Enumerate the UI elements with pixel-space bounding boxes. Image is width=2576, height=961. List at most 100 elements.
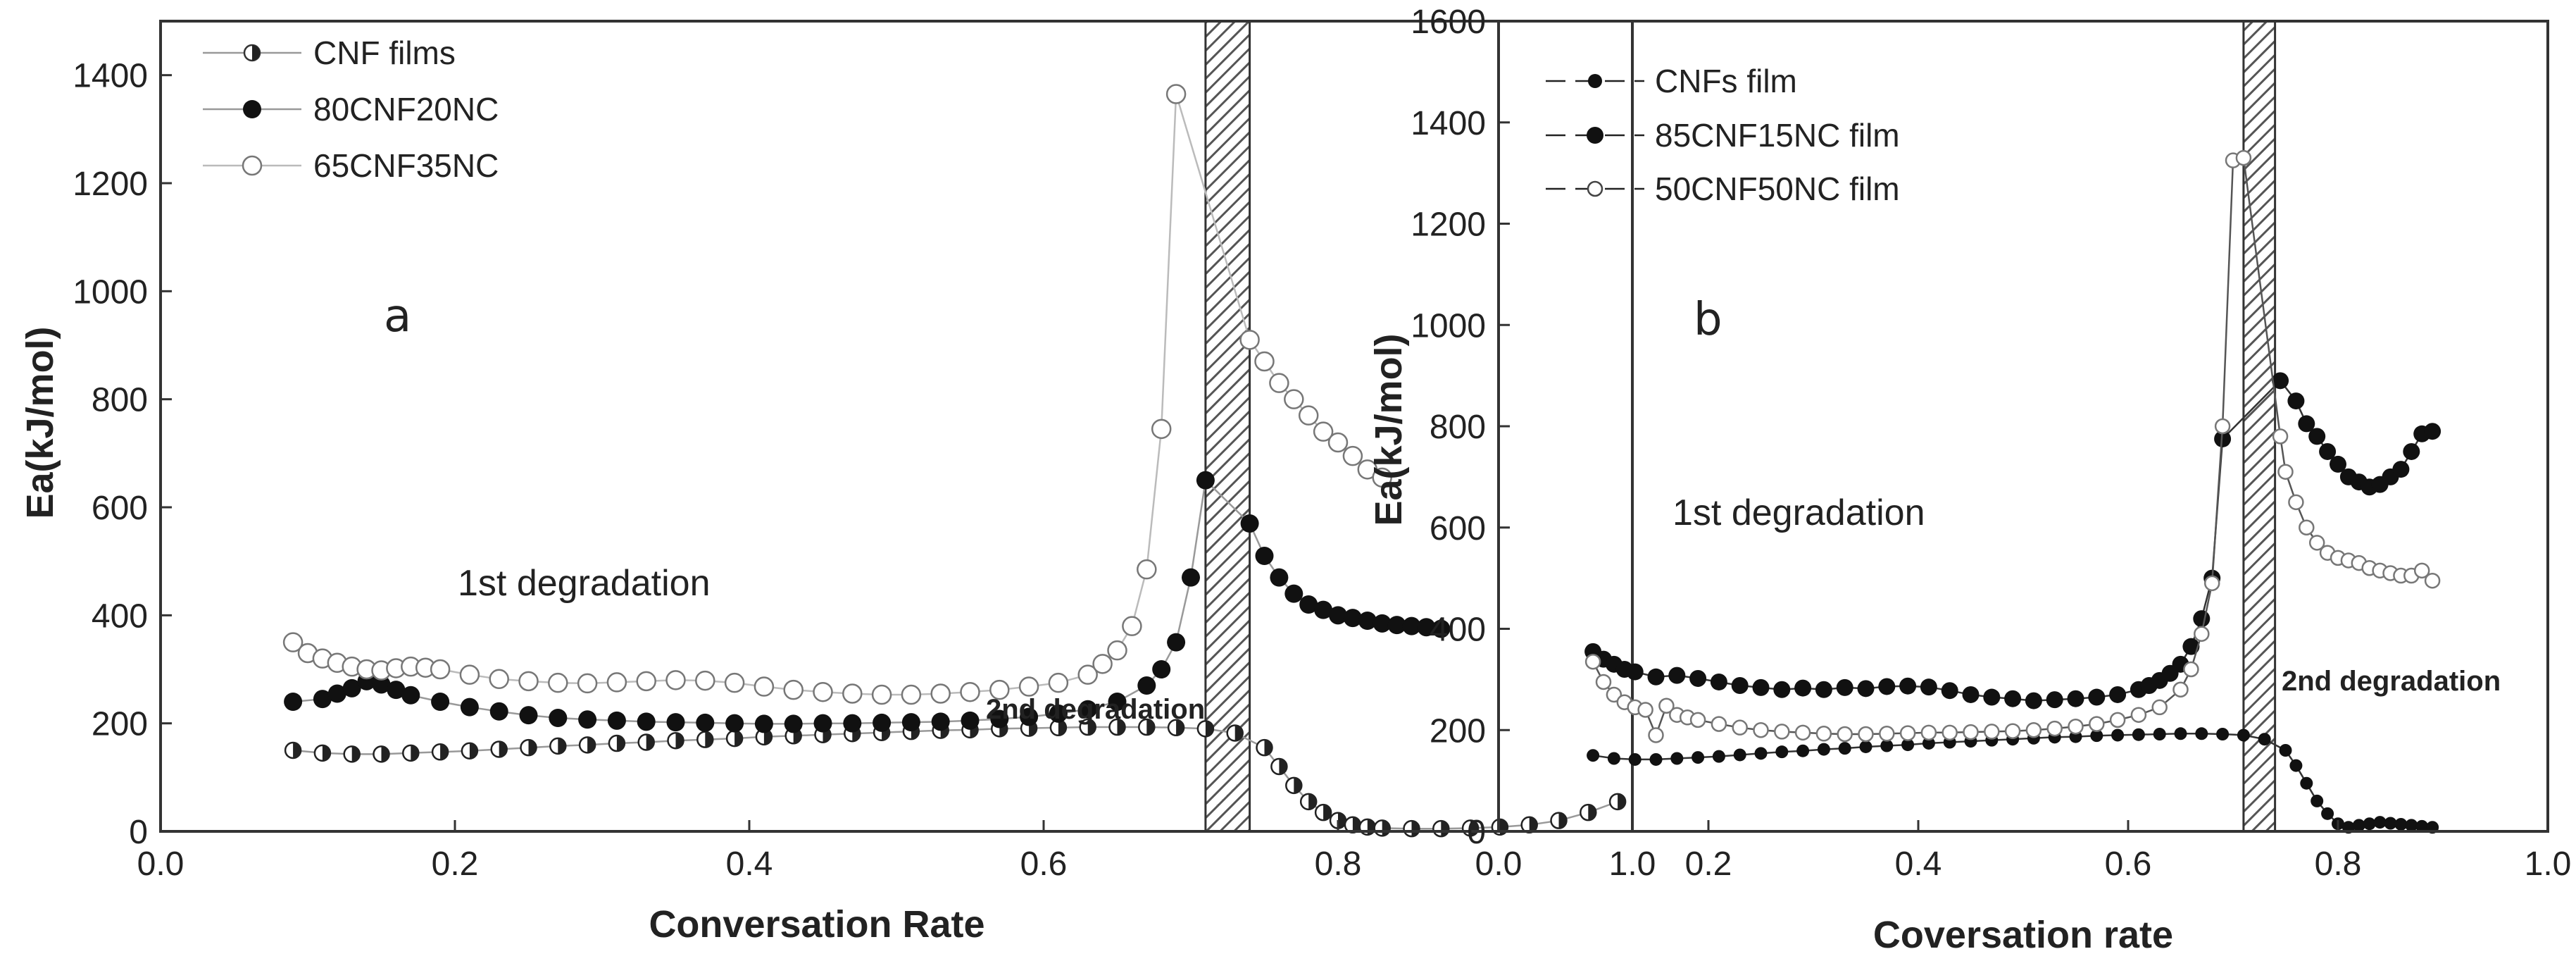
data-point (1299, 595, 1318, 614)
data-point (1284, 584, 1303, 603)
data-point (931, 712, 950, 731)
data-point (1314, 600, 1333, 619)
data-point-fill (528, 740, 537, 756)
legend-marker-fill (252, 45, 260, 61)
y-tick-labels: 0 200 400 600 800 1000 1200 1400 1600 (1411, 4, 1486, 851)
data-point-fill (763, 728, 772, 745)
y-tick-label: 600 (1430, 510, 1486, 547)
x-tick-label: 0.2 (432, 845, 479, 883)
data-point (666, 713, 685, 732)
data-point (1342, 445, 1363, 466)
series-group (1584, 149, 2441, 834)
data-point-fill (381, 746, 389, 762)
data-point-fill (1176, 719, 1184, 736)
data-point (2237, 728, 2250, 742)
data-point (725, 714, 744, 733)
data-point-fill (1294, 777, 1302, 793)
data-point (2194, 626, 2210, 642)
data-point (2172, 681, 2189, 698)
data-point (1732, 719, 1748, 736)
data-point (1358, 612, 1377, 630)
data-point (2183, 661, 2199, 678)
data-point (1167, 633, 1186, 652)
data-point (1373, 614, 1392, 633)
data-point (2153, 728, 2166, 740)
legend-label: 65CNF35NC (313, 147, 499, 184)
data-point (2392, 461, 2410, 478)
data-point (2384, 817, 2397, 830)
data-point (1240, 514, 1259, 533)
data-point (1941, 682, 1958, 700)
data-point (901, 684, 922, 705)
data-point (842, 683, 863, 704)
data-point (578, 710, 597, 729)
annotation-second-degradation: 2nd degradation (986, 694, 1205, 725)
data-point (2277, 464, 2294, 480)
data-point (282, 632, 304, 652)
data-point (1151, 418, 1172, 440)
y-tick-label: 0 (1467, 814, 1486, 851)
data-point (2415, 819, 2429, 833)
x-tick-label: 1.0 (2525, 845, 2572, 883)
data-point (754, 676, 775, 697)
chart-panel-a: 0 200 400 600 800 1000 1200 1400 0.0 0.2… (19, 20, 1656, 946)
x-axis-title: Conversation Rate (649, 903, 984, 946)
tick-marks (1497, 20, 2549, 833)
data-point-fill (1087, 719, 1096, 736)
data-point (2203, 575, 2220, 592)
legend-marker-filled (1587, 127, 1603, 144)
data-point-fill (1588, 805, 1596, 821)
data-point (2403, 442, 2420, 460)
data-point (1836, 678, 1853, 696)
data-point (2130, 707, 2147, 723)
data-point-fill (1117, 719, 1125, 736)
data-point (1107, 640, 1127, 661)
data-point-fill (734, 731, 743, 747)
data-point (1137, 559, 1157, 580)
data-point-fill (1205, 721, 1213, 737)
data-point (327, 684, 346, 703)
data-point (1432, 619, 1451, 638)
data-point (2195, 727, 2208, 740)
data-point (1733, 748, 1746, 762)
data-point (1857, 680, 1875, 698)
data-point (401, 686, 420, 705)
data-point (1692, 751, 1705, 764)
data-point (1838, 742, 1851, 755)
data-point (1658, 698, 1675, 714)
data-point (1607, 752, 1620, 765)
data-point (1983, 688, 2001, 706)
data-point-fill (351, 746, 360, 762)
y-tick-label: 400 (92, 597, 148, 635)
hatched-band (1204, 20, 1251, 833)
y-tick-labels: 0 200 400 600 800 1000 1200 1400 (73, 58, 148, 851)
y-tick-label: 1000 (73, 273, 148, 311)
data-point (1901, 738, 1915, 752)
x-tick-label: 0.6 (2105, 845, 2152, 883)
tick-marks (159, 74, 1634, 833)
data-point (2089, 716, 2105, 732)
data-point (1329, 606, 1347, 625)
y-tick-label: 1600 (1411, 4, 1486, 41)
legend-label: 80CNF20NC (313, 91, 499, 128)
data-point (1417, 618, 1436, 637)
data-point (2067, 690, 2084, 707)
data-point (2298, 415, 2315, 433)
legend-label: 85CNF15NC film (1655, 117, 1900, 154)
data-point (783, 679, 804, 700)
y-tick-label: 600 (92, 490, 148, 527)
data-point (1984, 724, 2000, 740)
x-tick-label: 0.2 (1685, 845, 1732, 883)
data-point (1626, 663, 1644, 681)
data-point-fill (646, 734, 654, 750)
data-point (871, 684, 892, 705)
x-tick-label: 1.0 (1609, 845, 1656, 883)
x-tick-label: 0.8 (1315, 845, 1362, 883)
data-point (1387, 616, 1406, 635)
data-point (2174, 727, 2187, 740)
x-tick-label: 0.0 (1475, 845, 1523, 883)
y-tick-label: 400 (1430, 612, 1486, 649)
data-point (2299, 519, 2315, 535)
data-point (459, 664, 480, 685)
